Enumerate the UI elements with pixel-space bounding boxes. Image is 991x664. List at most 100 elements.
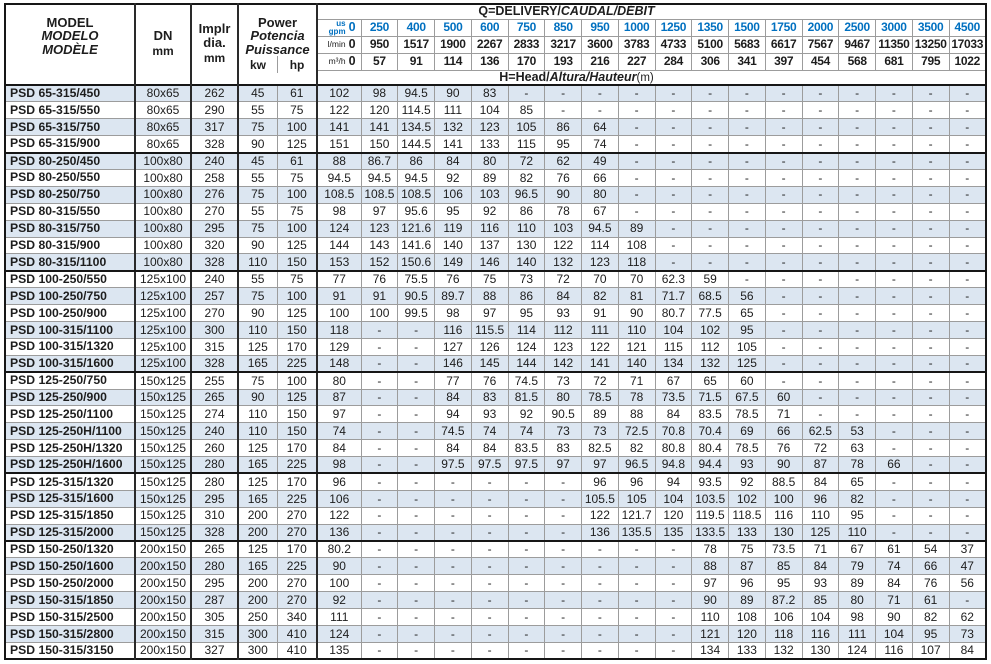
head-value-cell: - [470,591,509,610]
power-hp-cell: 150 [276,405,319,424]
head-value-cell: 132 [434,118,472,137]
impeller-dia-cell: 240 [190,152,239,170]
head-value-cell: 81 [617,287,656,306]
head-value-cell: 122 [581,337,619,356]
head-value-cell: 89 [617,219,656,238]
head-value-cell: - [911,135,950,154]
table-body: PSD 65-315/450 80x65 262 45 61 102 98 94.5 90 83-… [4,84,987,660]
head-value-cell: - [434,625,472,643]
head-value-cell: - [617,118,656,137]
head-value-cell: 76 [764,439,803,458]
head-value-cell: 121 [691,625,730,643]
model-cell: PSD 125-250H/1100 [4,422,136,441]
head-value-cell: - [691,202,730,221]
table-row: PSD 125-315/2000 150x125 328 200 270 136- - - - -… [4,523,987,543]
dn-cell: 80x65 [134,84,192,103]
model-cell: PSD 125-250H/1320 [4,439,136,458]
head-value-cell: - [838,388,877,407]
head-value-cell: - [654,625,693,643]
head-value-cell: 108.5 [316,185,362,204]
head-value-cell: 134 [654,354,693,374]
power-kw-cell: 165 [237,557,278,576]
head-value-cell: 94.5 [316,168,362,187]
dn-cell: 200x150 [134,591,192,610]
head-value-cell: 66 [764,422,803,441]
power-kw-cell: 110 [237,422,278,441]
head-value-cell: 145 [470,354,509,374]
head-value-cell: - [875,304,913,322]
head-value-cell: - [838,371,877,390]
head-value-cell: 70.8 [654,422,693,441]
head-value-cell: 152 [360,253,399,272]
model-cell: PSD 100-250/750 [4,287,136,306]
head-value-cell: - [544,625,583,643]
dn-cell: 100x80 [134,168,192,187]
head-value-cell: - [397,641,436,660]
head-value-cell: 73.5 [764,540,803,559]
head-value-cell: 74 [316,422,362,441]
head-value-cell: 120 [728,625,766,643]
head-value-cell: - [470,472,509,491]
power-kw-cell: 45 [237,84,278,103]
model-cell: PSD 125-250H/1600 [4,456,136,475]
lmin-value: 2267 [470,35,509,54]
gpm-value: 400 [397,18,436,37]
power-hp-cell: 125 [276,388,319,407]
gpm-row: us gpm 0 250 400 500 600 750 850 950 1000 1250 135… [5,18,987,37]
head-value-cell: - [360,472,399,491]
head-value-cell: 148 [316,354,362,374]
model-cell: PSD 100-250/900 [4,304,136,322]
head-value-cell: 98 [316,456,362,475]
gpm-value: 500 [434,18,472,37]
impeller-column-header: Implr dia. mm [190,3,239,86]
m3h-value: 227 [617,52,656,71]
head-value-cell: 144.5 [397,135,436,154]
model-cell: PSD 150-315/2800 [4,625,136,643]
dn-cell: 125x100 [134,304,192,322]
head-value-cell: 71.5 [691,388,730,407]
head-value-cell: 65 [838,472,877,491]
head-value-cell: - [875,439,913,458]
head-value-cell: - [360,540,399,559]
head-value-cell: 82 [507,168,546,187]
head-value-cell: 65 [691,371,730,390]
head-value-cell: - [838,84,877,103]
head-value-cell: 116 [764,506,803,525]
power-hp-cell: 225 [276,354,319,374]
dn-cell: 200x150 [134,557,192,576]
head-value-cell: - [764,152,803,170]
head-value-cell: - [875,219,913,238]
head-value-cell: - [911,405,950,424]
head-value-cell: - [911,506,950,525]
head-value-cell: - [507,523,546,543]
head-value-cell: 72 [581,371,619,390]
power-hp-cell: 410 [276,641,319,660]
m3h-value: 216 [581,52,619,71]
power-hp-cell: 270 [276,506,319,525]
head-value-cell: - [911,388,950,407]
head-value-cell: 123 [581,253,619,272]
impeller-dia-cell: 240 [190,422,239,441]
head-value-cell: - [728,152,766,170]
head-value-cell: 84 [470,439,509,458]
head-value-cell: 71 [764,405,803,424]
head-value-cell: - [764,202,803,221]
head-value-cell: 62 [948,608,987,626]
table-row: PSD 65-315/750 80x65 317 75 100 141 141 134.5 13… [4,118,987,137]
power-unit-kw: kw [250,57,267,72]
head-value-cell: 80 [470,152,509,170]
head-value-cell: - [397,625,436,643]
head-value-cell: 98 [838,608,877,626]
impeller-dia-cell: 265 [190,388,239,407]
power-label-fr: Puissance [245,41,310,57]
head-value-cell: 82 [838,489,877,508]
head-value-cell: - [728,168,766,187]
power-kw-cell: 200 [237,506,278,525]
model-cell: PSD 80-315/750 [4,219,136,238]
lmin-value: 1900 [434,35,472,54]
head-value-cell: - [617,574,656,593]
head-value-cell: - [875,185,913,204]
head-value-cell: 71 [617,371,656,390]
power-kw-cell: 165 [237,456,278,475]
impeller-dia-cell: 310 [190,506,239,525]
